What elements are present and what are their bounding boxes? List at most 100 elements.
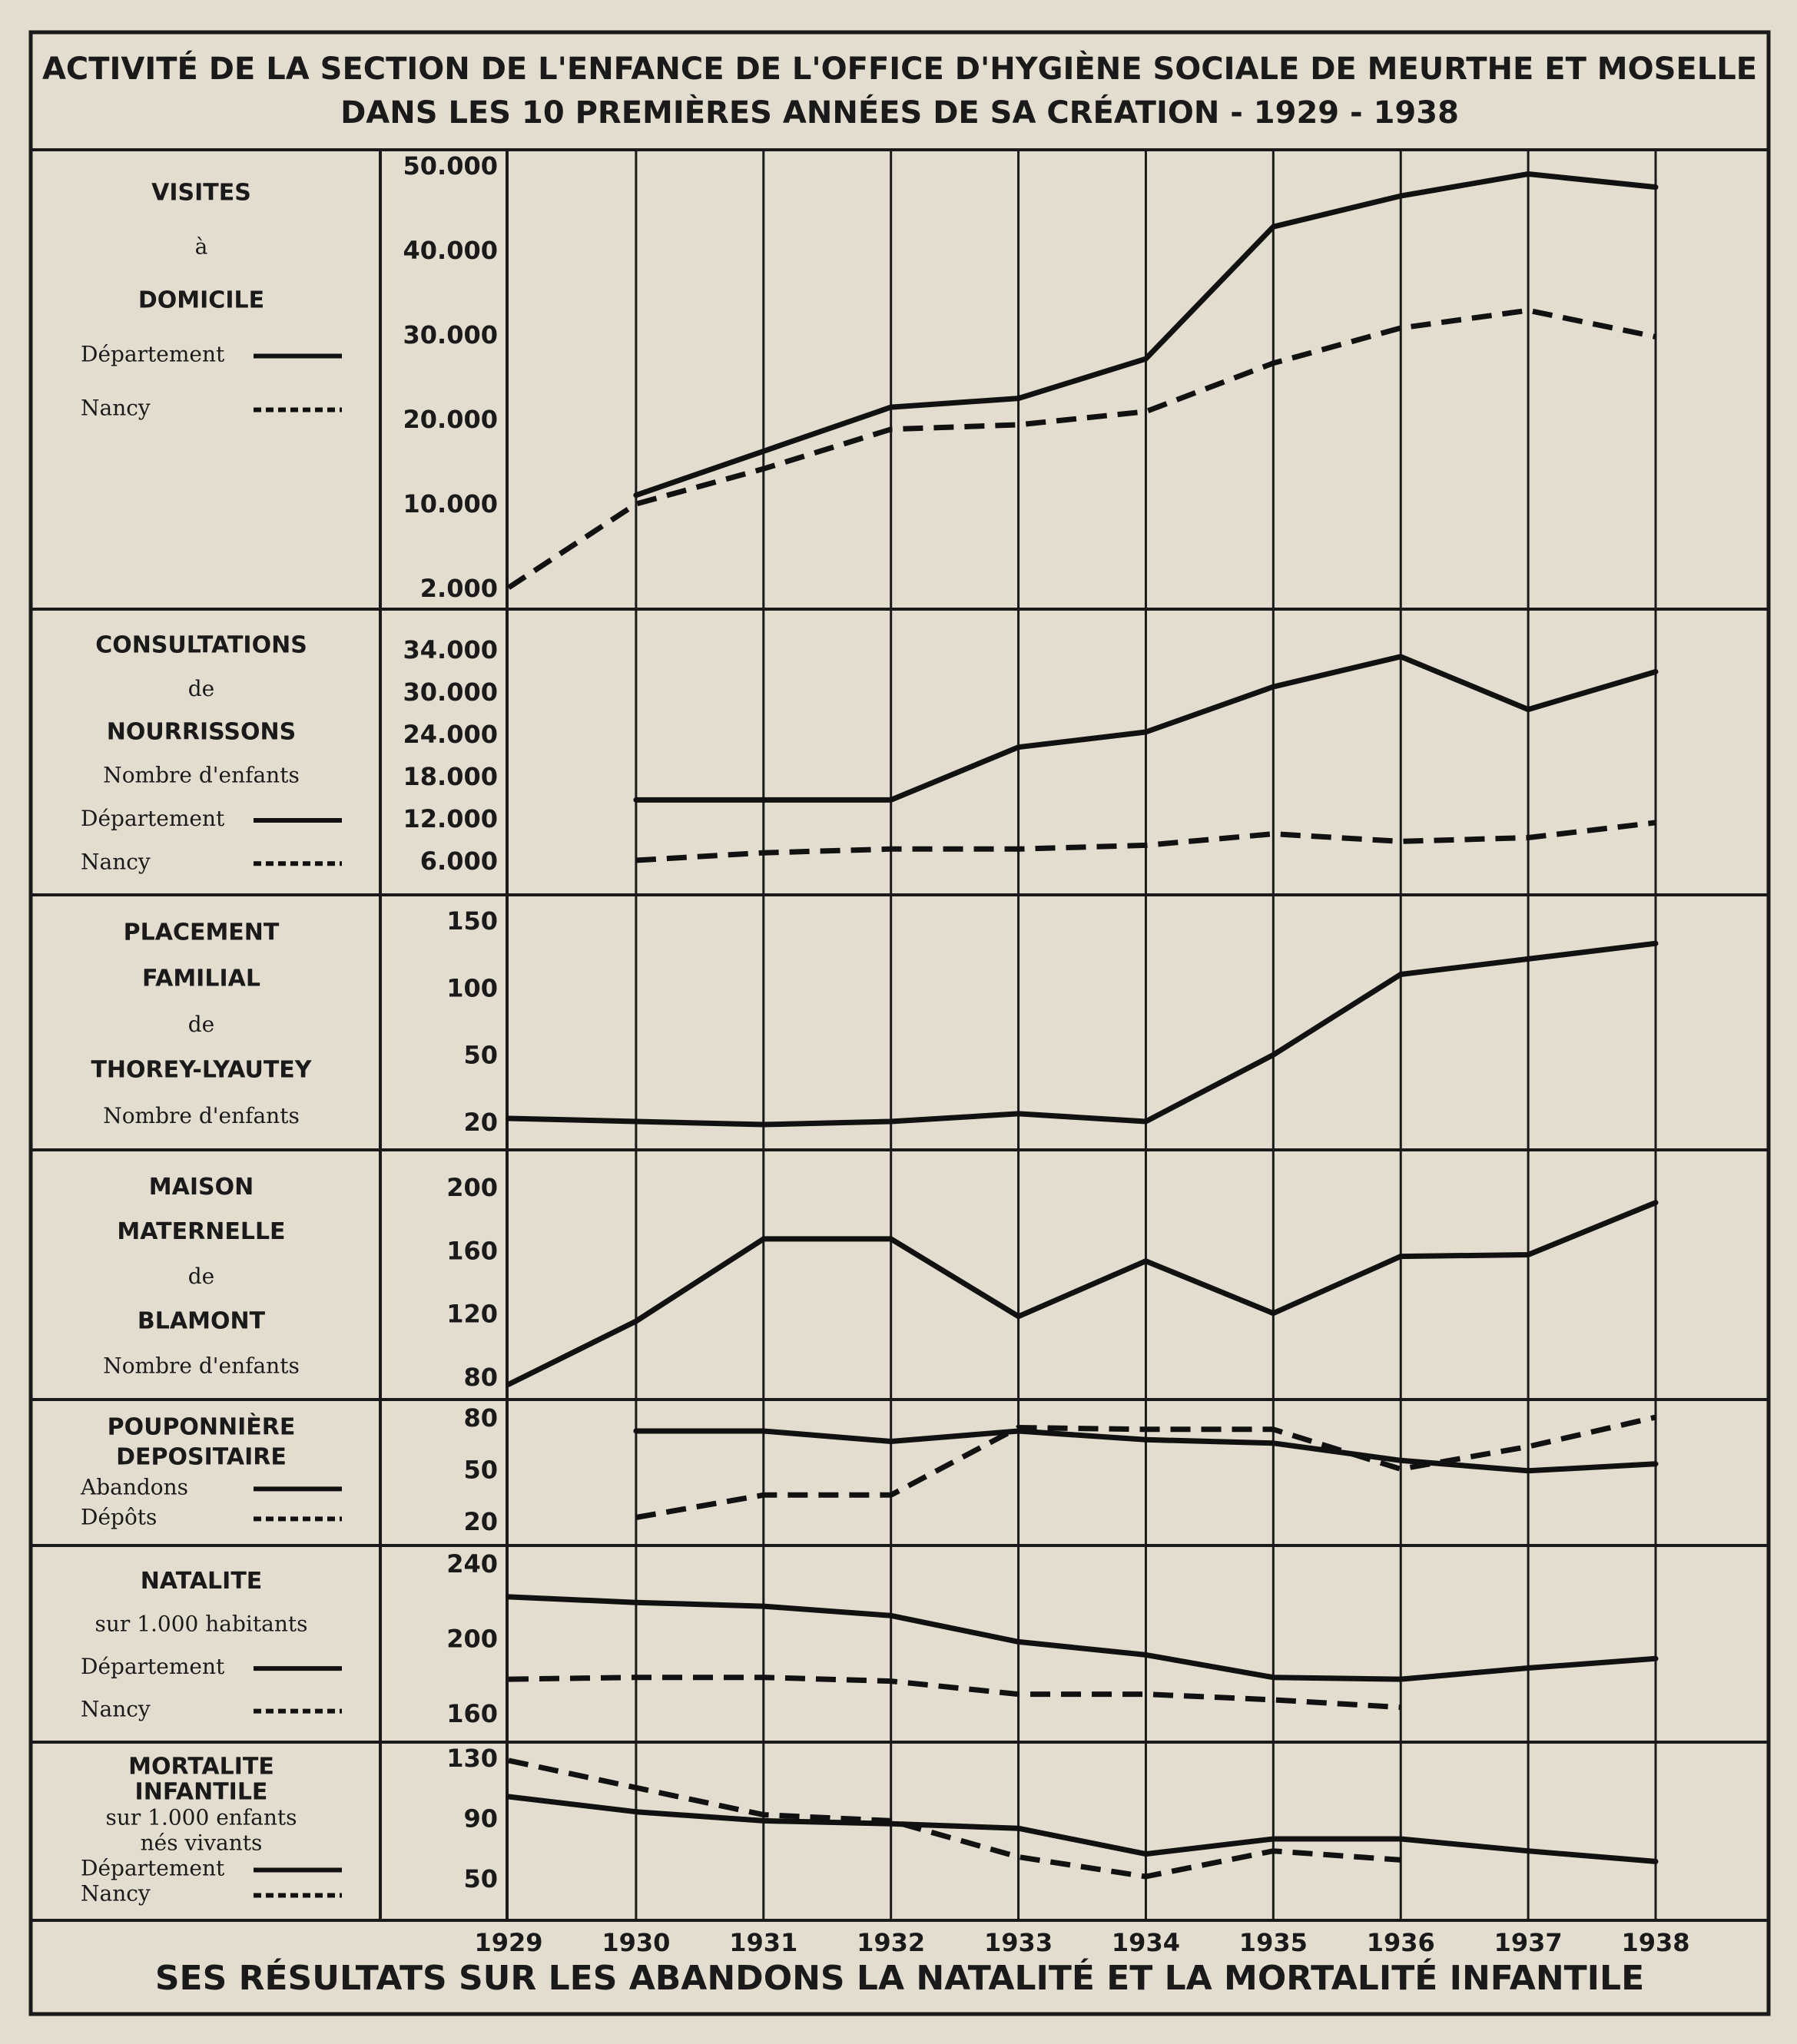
- panel-label-line: NOURRISSONS: [107, 718, 296, 745]
- panel-label-line: Nombre d'enfants: [103, 1353, 300, 1379]
- chart-title-line1: ACTIVITÉ DE LA SECTION DE L'ENFANCE DE L…: [42, 50, 1757, 87]
- panels-layer: 50.000 40.000 30.000 20.000 10.000 2.000 VISIT…: [31, 151, 1769, 1906]
- y-tick-label: 30.000: [403, 677, 498, 707]
- panel-natalite: 240 200 160 NATALITE sur 1.000 habitants Dépa…: [31, 1544, 1769, 1728]
- panel-label-line: sur 1.000 enfants: [105, 1804, 297, 1830]
- panel-label-line: nés vivants: [141, 1830, 263, 1855]
- panel-label-line: de: [188, 676, 215, 701]
- panel-label-line: de: [188, 1264, 215, 1289]
- y-tick-label: 200: [446, 1173, 498, 1202]
- panel-label-line: Nombre d'enfants: [103, 763, 300, 788]
- y-tick-label: 10.000: [403, 489, 498, 518]
- x-tick-label-1934: 1934: [1112, 1928, 1180, 1957]
- series-line-placement-main: [506, 940, 1659, 1128]
- chart-title-line2: DANS LES 10 PREMIÈRES ANNÉES DE SA CRÉAT…: [340, 94, 1459, 131]
- series-line-pouponniere-abandons: [633, 1428, 1659, 1474]
- panel-label-line: de: [188, 1012, 215, 1037]
- panel-label-line: DOMICILE: [138, 287, 264, 314]
- x-tick-label-1936: 1936: [1367, 1928, 1435, 1957]
- series-line-natalite-département: [506, 1594, 1659, 1682]
- x-tick-label-1929: 1929: [474, 1928, 542, 1957]
- panel-visites: 50.000 40.000 30.000 20.000 10.000 2.000 VISIT…: [81, 151, 1659, 603]
- y-tick-label: 20: [463, 1108, 498, 1137]
- y-tick-label: 130: [446, 1744, 498, 1773]
- y-tick-label: 200: [446, 1625, 498, 1654]
- y-tick-label: 20: [463, 1507, 498, 1536]
- panel-label-line: INFANTILE: [135, 1778, 268, 1805]
- legend-label: Nancy: [81, 1697, 151, 1722]
- panel-label-line: Nombre d'enfants: [103, 1103, 300, 1128]
- series-line-natalite-nancy: [508, 1675, 1401, 1711]
- grid-layer: [31, 148, 1769, 1922]
- series-line-pouponniere-dépôts: [635, 1414, 1656, 1520]
- panel-label-line: FAMILIAL: [142, 965, 260, 992]
- y-tick-label: 24.000: [403, 720, 498, 749]
- x-axis: 1929 1930 1931 1932 1933 1934 1935 1936 1937 1938: [474, 1928, 1689, 1957]
- legend-label: Nancy: [81, 396, 151, 421]
- y-tick-label: 18.000: [403, 762, 498, 791]
- legend-label: Dépôts: [81, 1504, 157, 1529]
- panel-placement: 150 100 50 20 PLACEMENT FAMILIAL de THOREY-LYAU…: [31, 893, 1769, 1137]
- panel-maison: 200 160 120 80 MAISON MATERNELLE de BLAMONT Nomb…: [31, 1148, 1769, 1392]
- y-tick-label: 30.000: [403, 320, 498, 350]
- y-tick-label: 2.000: [420, 574, 498, 603]
- panel-label-line: sur 1.000 habitants: [95, 1612, 308, 1637]
- y-tick-label: 160: [446, 1699, 498, 1728]
- y-tick-label: 90: [463, 1804, 498, 1834]
- panel-label-line: VISITES: [151, 180, 251, 207]
- x-tick-label-1932: 1932: [857, 1928, 925, 1957]
- panel-label-line: MAISON: [149, 1174, 254, 1201]
- legend-label: Département: [81, 806, 225, 831]
- outer-frame: [28, 30, 1771, 2016]
- series-line-mortalite-nancy: [508, 1757, 1401, 1880]
- y-tick-label: 6.000: [420, 846, 498, 876]
- y-tick-label: 50: [463, 1041, 498, 1070]
- panel-label-line: à: [195, 234, 208, 260]
- panel-label-line: THOREY-LYAUTEY: [91, 1057, 312, 1084]
- y-tick-label: 80: [463, 1363, 498, 1392]
- panel-label-line: BLAMONT: [138, 1307, 266, 1334]
- y-tick-label: 240: [446, 1549, 498, 1579]
- y-tick-label: 34.000: [403, 635, 498, 664]
- y-tick-label: 80: [463, 1403, 498, 1433]
- x-tick-label-1938: 1938: [1621, 1928, 1689, 1957]
- y-tick-label: 50: [463, 1456, 498, 1485]
- x-tick-label-1933: 1933: [984, 1928, 1053, 1957]
- panel-label-line: CONSULTATIONS: [95, 632, 307, 659]
- y-tick-label: 50.000: [403, 151, 498, 181]
- series-line-mortalite-département: [506, 1794, 1659, 1864]
- x-tick-label-1935: 1935: [1239, 1928, 1308, 1957]
- y-tick-label: 150: [446, 906, 498, 936]
- x-tick-label-1930: 1930: [602, 1928, 670, 1957]
- panel-label-line: DEPOSITAIRE: [116, 1443, 287, 1470]
- y-tick-label: 50: [463, 1864, 498, 1893]
- series-line-consultations-département: [633, 654, 1659, 803]
- series-line-consultations-nancy: [635, 820, 1656, 863]
- series-line-visites-département: [633, 171, 1659, 499]
- chart-caption: SES RÉSULTATS SUR LES ABANDONS LA NATALI…: [155, 1957, 1644, 1998]
- legend-label: Nancy: [81, 1880, 151, 1906]
- legend-label: Département: [81, 1855, 225, 1880]
- y-tick-label: 120: [446, 1300, 498, 1329]
- y-tick-label: 40.000: [403, 236, 498, 265]
- y-tick-label: 20.000: [403, 405, 498, 434]
- legend-label: Département: [81, 1654, 225, 1679]
- panel-label-line: MORTALITE: [128, 1753, 274, 1780]
- panel-label-line: PLACEMENT: [124, 919, 280, 946]
- panel-pouponniere: 80 50 20 POUPONNIÈRE DEPOSITAIRE Abandons Dépô…: [31, 1398, 1769, 1536]
- x-tick-label-1931: 1931: [729, 1928, 797, 1957]
- panel-label-line: POUPONNIÈRE: [108, 1413, 296, 1440]
- panel-label-line: NATALITE: [141, 1568, 263, 1595]
- legend-label: Département: [81, 342, 225, 367]
- legend-label: Abandons: [80, 1474, 188, 1499]
- x-tick-label-1937: 1937: [1494, 1928, 1563, 1957]
- legend-label: Nancy: [81, 849, 151, 874]
- y-tick-label: 12.000: [403, 804, 498, 833]
- panel-label-line: MATERNELLE: [117, 1218, 285, 1245]
- y-tick-label: 160: [446, 1236, 498, 1265]
- panel-consultations: 34.000 30.000 24.000 18.000 12.000 6.000 CONSU…: [31, 608, 1769, 876]
- y-tick-label: 100: [446, 973, 498, 1002]
- series-line-maison-main: [506, 1200, 1659, 1387]
